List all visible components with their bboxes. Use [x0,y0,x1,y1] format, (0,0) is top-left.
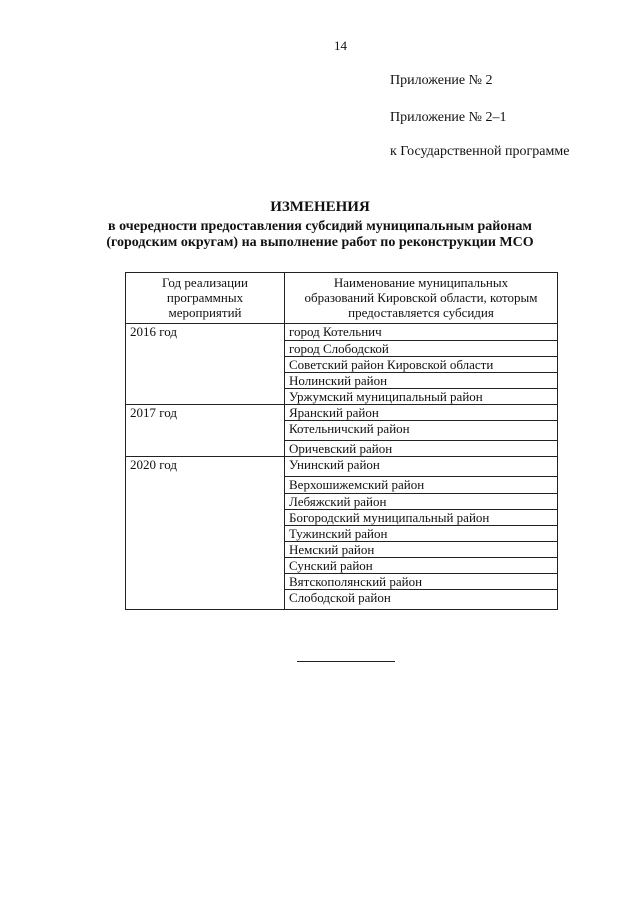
appendix-line-3: к Государственной программе [390,144,570,159]
table-row: Вятскополянский район [126,573,558,590]
column-header-line: программных [166,290,244,305]
municipality-cell: Унинский район [284,456,558,477]
municipality-cell: Вятскополянский район [284,573,558,590]
municipality-cell: Богородский муниципальный район [284,509,558,526]
municipality-cell: город Котельнич [284,323,558,341]
municipality-cell: Советский район Кировской области [284,356,558,373]
municipality-cell: Яранский район [284,404,558,421]
column-header-line: Наименование муниципальных [333,275,509,290]
municipality-cell: Тужинский район [284,525,558,542]
table-row: Котельничский район [126,420,558,441]
municipality-cell: Верхошижемский район [284,476,558,494]
column-header-line: образований Кировской области, которым [304,290,538,305]
document-subtitle-1: в очередности предоставления субсидий му… [108,219,532,234]
column-header: Наименование муниципальных образований Ки… [284,272,558,324]
column-header-line: Год реализации [162,275,248,290]
table-row: Слободской район [126,589,558,610]
table-row: 2017 год Яранский район [125,404,558,457]
document-subtitle-2: (городским округам) на выполнение работ … [106,235,534,250]
municipality-cell: Немский район [284,541,558,558]
column-header-line: предоставляется субсидия [348,305,494,320]
table-row: 2016 год город Котельнич [125,323,558,405]
appendix-line-1: Приложение № 2 [390,73,493,88]
year-cell: 2017 год [125,404,285,457]
column-header: Год реализации программных мероприятий [125,272,285,324]
municipality-cell: город Слободской [284,340,558,357]
municipality-cell: Лебяжский район [284,493,558,510]
end-rule [297,661,395,662]
municipality-cell: Уржумский муниципальный район [284,388,558,405]
municipality-cell: Нолинский район [284,372,558,389]
table-row: Богородский муниципальный район [126,509,558,526]
year-cell: 2016 год [125,323,285,405]
table-row: 2020 год Унинский район [125,456,558,610]
document-heading: ИЗМЕНЕНИЯ [270,199,370,215]
municipality-cell: Котельничский район [284,420,558,441]
appendix-line-2: Приложение № 2–1 [390,110,507,125]
column-header-line: мероприятий [168,305,242,320]
page-number: 14 [334,38,347,53]
subsidy-table: Год реализации программных мероприятий Наим… [125,272,558,610]
municipality-cell: Оричевский район [284,440,558,457]
municipality-cell: Слободской район [284,589,558,610]
municipality-cell: Сунский район [284,557,558,574]
year-cell: 2020 год [125,456,285,610]
